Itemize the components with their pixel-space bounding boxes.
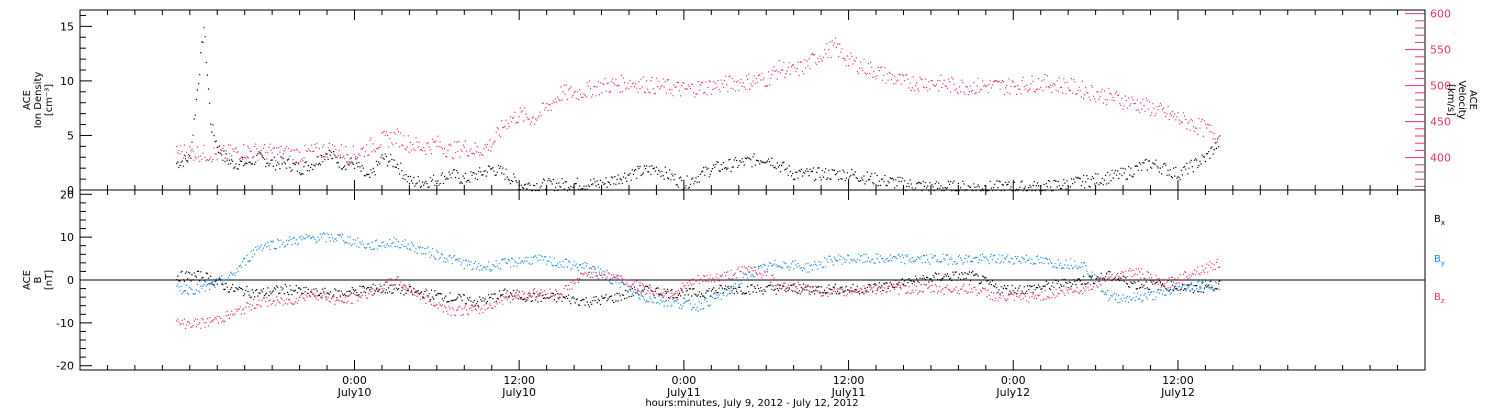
day-tick-label: July10 (337, 386, 372, 399)
day-tick-label: July11 (666, 386, 701, 399)
density-axis-title-line1: ACE (22, 90, 33, 110)
time-tick-label: 0:00 (342, 374, 367, 387)
density-tick-label: 0 (67, 184, 74, 197)
bz-series-points (176, 258, 1221, 330)
top-panel-frame (79, 9, 1426, 191)
density-axis-title: ACE Ion Density [cm⁻³] (22, 72, 55, 129)
density-axis-title-line3: [cm⁻³] (44, 84, 55, 116)
top-panel-axes: 0 5 10 15 400 450 500 550 600 (60, 8, 1451, 197)
density-tick-label: 5 (67, 129, 74, 142)
b-axis-title-line3: [nT] (44, 270, 55, 290)
x-axis-title: hours:minutes, July 9, 2012 - July 12, 2… (645, 398, 858, 409)
b-tick-label: 10 (60, 231, 74, 244)
velocity-tick-label: 450 (1430, 116, 1451, 129)
legend-bx: Bx (1434, 214, 1445, 227)
b-tick-label: 0 (67, 274, 74, 287)
time-tick-label: 12:00 (503, 374, 535, 387)
density-series-points (176, 27, 1221, 192)
by-series-points (176, 232, 1221, 312)
b-tick-label: 20 (60, 188, 74, 201)
velocity-tick-label: 600 (1430, 8, 1451, 21)
velocity-axis-title-line1: ACE (1467, 90, 1478, 110)
bz-series (176, 258, 1221, 330)
bottom-panel-series (176, 232, 1221, 330)
by-series (176, 232, 1221, 312)
velocity-tick-label: 550 (1430, 44, 1451, 57)
velocity-axis-title-line2: Velocity (1456, 80, 1467, 119)
b-tick-label: -10 (56, 317, 74, 330)
time-tick-label: 12:00 (833, 374, 865, 387)
density-series (176, 27, 1221, 192)
day-tick-label: July12 (995, 386, 1030, 399)
b-axis-title-line1: ACE (22, 270, 33, 290)
bottom-panel-axes: -20 -10 0 10 20 (56, 188, 1425, 373)
velocity-axis-title: ACE Velocity [km/s] (1445, 80, 1478, 119)
day-tick-label: July12 (1160, 386, 1195, 399)
b-legend: Bx By Bz (1434, 214, 1445, 305)
legend-by: By (1434, 254, 1445, 267)
density-tick-label: 15 (60, 20, 74, 33)
velocity-series-points (176, 37, 1221, 164)
time-tick-label: 0:00 (1001, 374, 1026, 387)
legend-bz: Bz (1434, 292, 1445, 305)
density-tick-label: 10 (60, 75, 74, 88)
b-tick-label: -20 (56, 360, 74, 373)
day-tick-label: July10 (501, 386, 536, 399)
velocity-series (176, 37, 1221, 164)
velocity-axis-title-line3: [km/s] (1445, 84, 1456, 116)
b-axis-title-line2: B (33, 276, 44, 283)
density-axis-title-line2: Ion Density (33, 72, 44, 129)
time-axis: 0:00July1012:00July100:00July1112:00July… (79, 10, 1426, 399)
day-tick-label: July11 (831, 386, 866, 399)
b-axis-title: ACE B [nT] (22, 270, 55, 290)
velocity-tick-label: 500 (1430, 80, 1451, 93)
time-tick-label: 12:00 (1162, 374, 1194, 387)
time-tick-label: 0:00 (672, 374, 697, 387)
velocity-tick-label: 400 (1430, 152, 1451, 165)
top-panel-series (176, 27, 1221, 192)
